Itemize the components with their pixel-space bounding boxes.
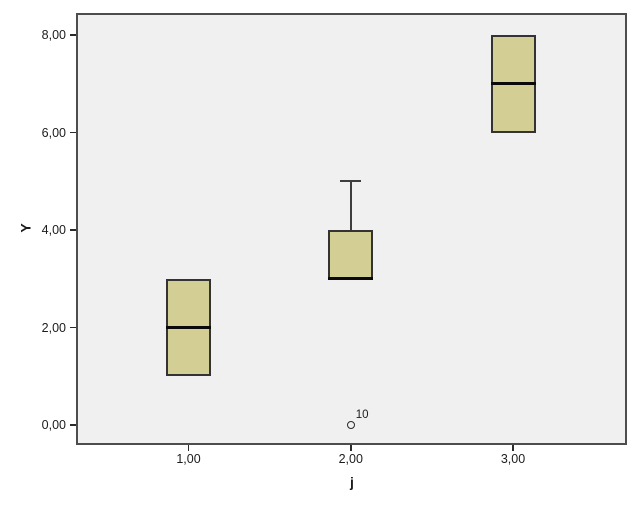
boxplot-box [328,230,374,279]
y-axis-tick-label: 4,00 [41,223,66,237]
y-axis-tick-mark [70,424,76,426]
y-axis-tick-label: 2,00 [41,320,66,335]
x-axis-tick-label: 3,00 [500,452,526,466]
y-axis-tick-mark [70,34,76,36]
y-axis-tick-mark [70,229,76,231]
upper-whisker-line [349,181,352,230]
x-axis-tick-label: 2,00 [338,452,363,466]
y-axis-tick-label: 0,00 [41,418,66,432]
x-axis-title: j [350,474,354,490]
y-axis-tick-label: 6,00 [41,125,66,140]
x-axis-tick-mark [512,445,514,451]
outlier-case-label: 10 [355,409,369,421]
upper-whisker-cap [340,180,362,183]
y-axis-tick-mark [70,326,76,329]
x-axis-tick-label: 1,00 [176,452,201,466]
y-axis-tick-mark [70,131,76,134]
x-axis-tick-mark [350,445,352,451]
median-line [490,82,536,86]
x-axis-tick-mark [187,445,190,451]
y-axis-tick-label: 8,00 [41,28,66,42]
outlier-point [346,421,355,429]
median-line [166,326,211,329]
median-line [328,277,374,281]
